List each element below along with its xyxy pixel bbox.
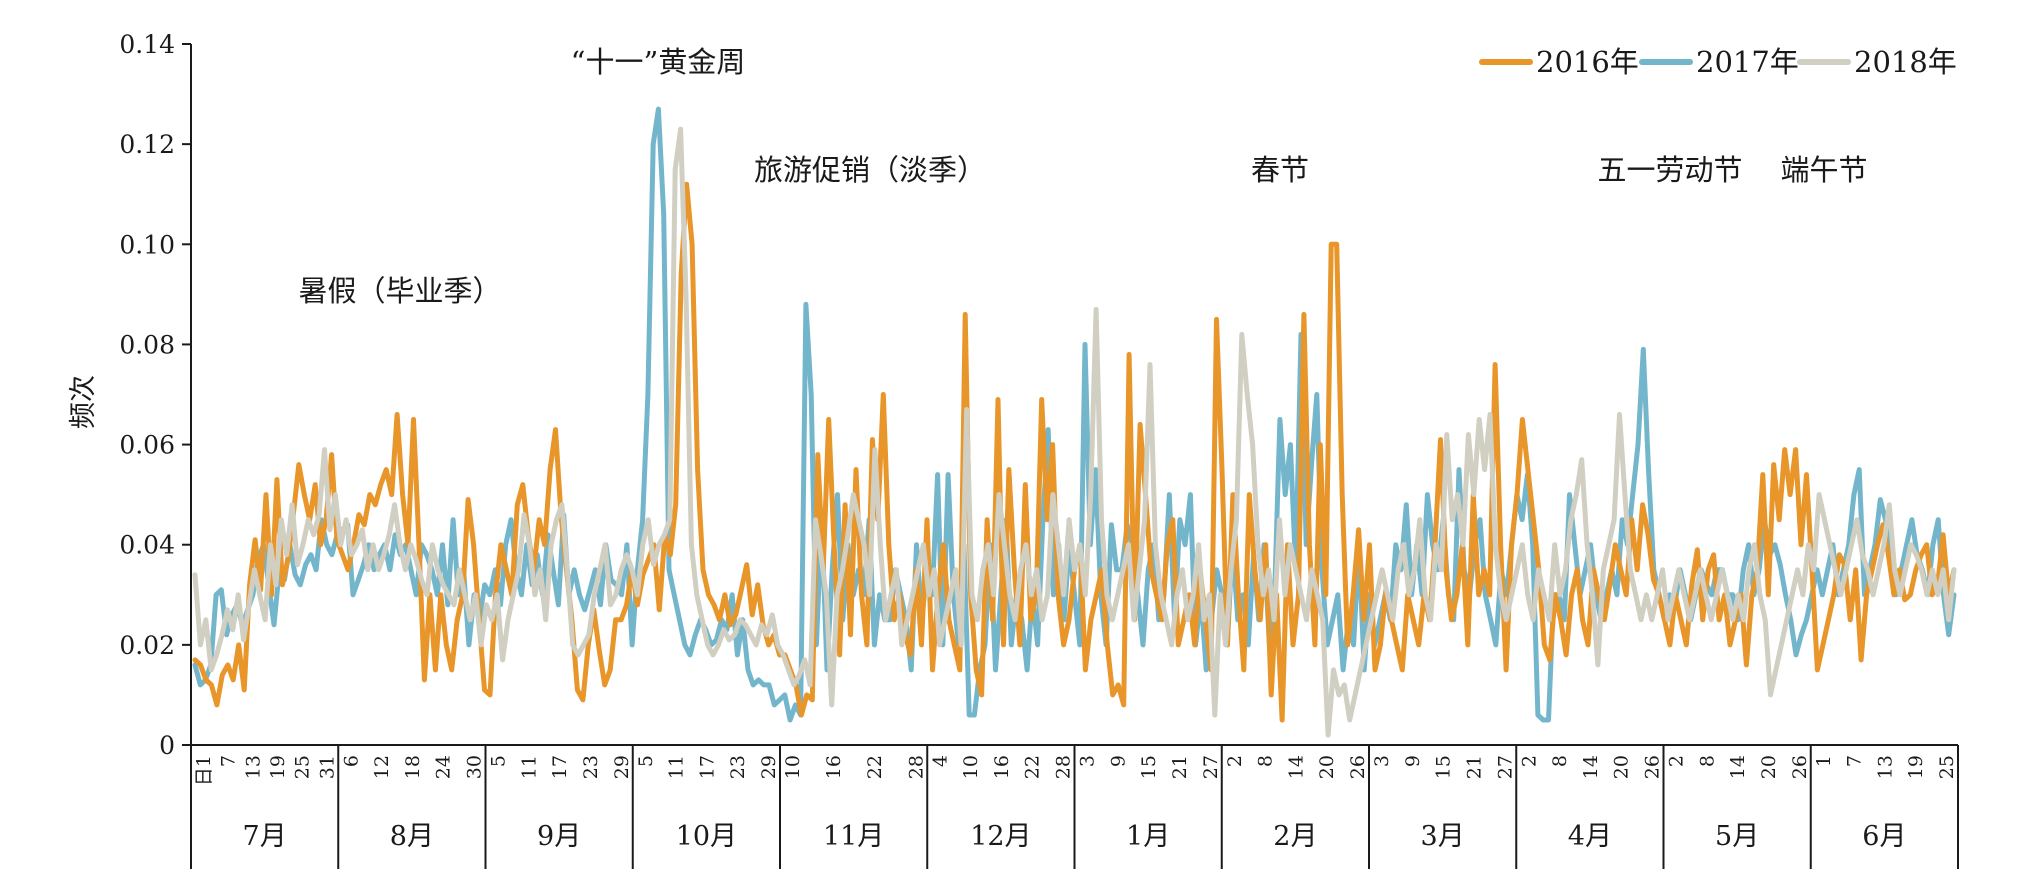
x-tick-label: 15: [1138, 755, 1160, 779]
x-tick-label: 12: [371, 755, 393, 779]
x-tick-label: 1: [1813, 755, 1835, 767]
x-tick-label: 19: [1905, 755, 1927, 779]
x-tick-label: 9: [1402, 755, 1424, 767]
x-tick-label: 7: [1844, 755, 1866, 767]
x-tick-label: 20: [1758, 755, 1780, 779]
series-layer: [192, 106, 1957, 738]
x-tick-label: 2: [1518, 755, 1540, 767]
x-tick-label: 20: [1611, 755, 1633, 779]
x-tick-label: 15: [1433, 755, 1455, 779]
x-tick-label: 7: [218, 755, 240, 767]
legend-label: 2017年: [1696, 45, 1799, 79]
x-tick-label: 9: [1107, 755, 1129, 767]
x-tick-label: 17: [696, 755, 718, 779]
x-tick-label: 24: [433, 755, 455, 779]
month-label: 6月: [1862, 821, 1906, 852]
month-label: 4月: [1568, 821, 1612, 852]
x-tick-label: 10: [782, 755, 804, 779]
x-tick-label: 5: [488, 755, 510, 767]
x-tick-label: 26: [1642, 755, 1664, 779]
annotation-label: 端午节: [1780, 153, 1867, 187]
x-tick-label: 29: [611, 755, 633, 779]
x-tick-label: 29: [758, 755, 780, 779]
x-tick-label: 5: [635, 755, 657, 767]
x-tick-label: 20: [1316, 755, 1338, 779]
x-tick-label: 16: [991, 755, 1013, 779]
legend-label: 2016年: [1536, 45, 1639, 79]
x-tick-label: 27: [1200, 755, 1222, 779]
y-tick-label: 0.14: [119, 30, 175, 59]
x-tick-label: 27: [1494, 755, 1516, 779]
annotation-label: 旅游促销（淡季）: [754, 153, 986, 187]
annotation-label: 五一劳动节: [1597, 153, 1742, 187]
x-tick-label: 日1: [193, 755, 215, 786]
x-tick-label: 28: [1053, 755, 1075, 779]
x-tick-label: 13: [242, 755, 264, 779]
x-tick-label: 26: [1347, 755, 1369, 779]
y-axis: 0 0.02 0.04 0.06 0.08 0.10 0.12 0.14: [119, 30, 192, 760]
month-label: 7月: [243, 821, 287, 852]
x-tick-label: 25: [1936, 755, 1958, 779]
x-tick-label: 31: [316, 755, 338, 779]
y-axis-label: 频次: [68, 375, 99, 429]
series-line-2018年: [192, 126, 1957, 738]
month-label: 1月: [1126, 821, 1170, 852]
annotation-label: “十一”黄金周: [571, 45, 746, 79]
x-tick-label: 26: [1789, 755, 1811, 779]
x-tick-label: 18: [402, 755, 424, 779]
y-tick-label: 0.04: [119, 531, 175, 560]
x-tick-label: 17: [549, 755, 571, 779]
x-tick-label: 11: [518, 755, 540, 779]
x-tick-label: 8: [1549, 755, 1571, 767]
legend-label: 2018年: [1854, 45, 1957, 79]
x-tick-label: 8: [1696, 755, 1718, 767]
x-tick-label: 11: [666, 755, 688, 779]
legend: 2016年 2017年 2018年: [1479, 45, 1957, 79]
x-tick-label: 4: [929, 755, 951, 767]
month-label: 12月: [970, 821, 1031, 852]
month-label: 8月: [390, 821, 434, 852]
x-tick-label: 3: [1077, 755, 1099, 767]
x-tick-label: 14: [1727, 755, 1749, 779]
month-label: 2月: [1273, 821, 1317, 852]
x-tick-label: 2: [1224, 755, 1246, 767]
y-tick-label: 0.02: [119, 631, 175, 660]
x-tick-label: 19: [267, 755, 289, 779]
x-tick-label: 16: [823, 755, 845, 779]
x-tick-label: 14: [1580, 755, 1602, 779]
x-tick-label: 21: [1169, 755, 1191, 779]
x-tick-label: 23: [580, 755, 602, 779]
x-tick-label: 10: [960, 755, 982, 779]
y-tick-label: 0.10: [119, 230, 175, 259]
x-tick-label: 30: [464, 755, 486, 779]
x-tick-label: 8: [1255, 755, 1277, 767]
annotation-label: 暑假（毕业季）: [298, 274, 501, 308]
y-tick-label: 0.12: [119, 130, 175, 159]
x-tick-label: 3: [1371, 755, 1393, 767]
x-tick-label: 22: [1022, 755, 1044, 779]
x-tick-label: 2: [1666, 755, 1688, 767]
x-tick-label: 14: [1285, 755, 1307, 779]
x-tick-label: 23: [727, 755, 749, 779]
month-label: 5月: [1715, 821, 1759, 852]
x-tick-label: 25: [292, 755, 314, 779]
x-tick-label: 21: [1463, 755, 1485, 779]
x-tick-label: 6: [340, 755, 362, 767]
month-label: 9月: [537, 821, 581, 852]
x-tick-label: 13: [1874, 755, 1896, 779]
month-label: 3月: [1421, 821, 1465, 852]
month-label: 11月: [823, 821, 884, 852]
month-label: 10月: [676, 821, 737, 852]
y-tick-label: 0.08: [119, 330, 175, 359]
y-tick-label: 0: [159, 731, 175, 760]
annotation-label: 春节: [1251, 153, 1309, 187]
series-line-2016年: [192, 181, 1957, 723]
x-tick-label: 22: [864, 755, 886, 779]
y-tick-label: 0.06: [119, 431, 175, 460]
x-tick-label: 28: [905, 755, 927, 779]
